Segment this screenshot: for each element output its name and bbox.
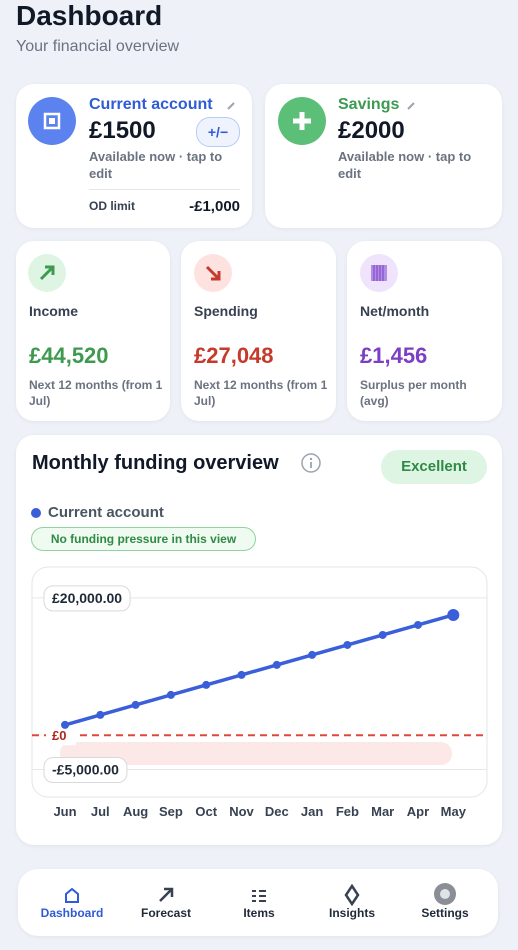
account-note: Available now · tap to edit (338, 149, 472, 181)
x-tick-label: Aug (123, 804, 148, 819)
legend-label: Current account (48, 504, 164, 521)
data-point (272, 660, 281, 669)
account-name: Current account (89, 96, 213, 113)
od-label: OD limit (89, 199, 136, 213)
data-point (237, 670, 246, 679)
info-icon[interactable] (301, 453, 321, 473)
data-point (447, 608, 460, 621)
data-point (414, 620, 422, 629)
nav-item[interactable]: Forecast (140, 906, 192, 920)
stat-note: Surplus per month (avg) (360, 378, 467, 408)
x-tick-label: Apr (407, 804, 429, 819)
od-value: -£1,000 (189, 198, 240, 215)
data-point (308, 650, 317, 659)
data-point (131, 700, 140, 709)
data-point (378, 630, 387, 639)
adjust-button[interactable]: +/− (196, 117, 240, 147)
account-name: Savings (338, 96, 400, 113)
x-tick-label: May (441, 804, 467, 819)
divider (89, 189, 240, 190)
edit-icon (407, 102, 415, 110)
data-point (343, 640, 352, 649)
y-tick-label: £0 (52, 728, 66, 743)
y-tick-label: £20,000.00 (52, 590, 122, 606)
stat-note: Next 12 months (from 1 Jul) (194, 378, 328, 408)
current-account-icon (28, 97, 76, 145)
x-tick-label: Jun (53, 804, 76, 819)
tick-label-bg (43, 585, 131, 612)
savings-icon (278, 97, 326, 145)
x-tick-label: Jan (301, 804, 323, 819)
nav-bar (18, 869, 498, 936)
data-point (202, 680, 211, 689)
nav-item[interactable]: Settings (421, 906, 469, 920)
x-tick-label: Jul (91, 804, 110, 819)
nav-item[interactable]: Dashboard (40, 906, 104, 920)
page-subtitle: Your financial overview (16, 38, 180, 55)
account-balance: £2000 (338, 117, 405, 144)
account-balance: £1500 (89, 117, 156, 144)
x-tick-label: Nov (229, 804, 254, 819)
stat-note: Next 12 months (from 1 Jul) (29, 378, 163, 408)
edit-icon (227, 102, 235, 110)
x-tick-label: Oct (195, 804, 217, 819)
y-tick-label: -£5,000.00 (52, 762, 119, 778)
x-tick-label: Feb (336, 804, 359, 819)
tick-label-bg (46, 725, 76, 746)
income-icon (28, 254, 66, 292)
tick-label-bg (43, 757, 128, 784)
x-tick-label: Mar (371, 804, 394, 819)
nav-item[interactable]: Items (243, 906, 275, 920)
plot-frame (31, 566, 488, 798)
stat-label: Net/month (360, 303, 430, 319)
stat-label: Spending (194, 303, 258, 319)
series-line (64, 613, 454, 727)
deficit-band (60, 742, 452, 765)
funding-chart: £20,000.00 £0 -£5,000.00 Current account Jun… (31, 504, 488, 819)
x-tick-label: Sep (159, 804, 183, 819)
data-point (96, 710, 105, 719)
legend-swatch (31, 508, 41, 518)
badge: No funding pressure in this view (31, 527, 256, 551)
page-title: Dashboard (16, 0, 163, 31)
x-tick-label: Dec (265, 804, 289, 819)
data-point (166, 690, 175, 699)
stat-value: £27,048 (194, 343, 274, 368)
nav-item[interactable]: Insights (328, 906, 375, 920)
nav-icons (65, 883, 456, 906)
account-note: Available now · tap to edit (89, 149, 223, 181)
stat-value: £44,520 (29, 343, 109, 368)
net-icon (360, 254, 398, 292)
stat-label: Income (29, 303, 79, 319)
stat-value: £1,456 (360, 343, 428, 368)
spending-icon (194, 254, 232, 292)
status-pill: Excellent (381, 450, 487, 484)
data-point (61, 720, 69, 729)
section-title: Monthly funding overview (32, 452, 279, 474)
